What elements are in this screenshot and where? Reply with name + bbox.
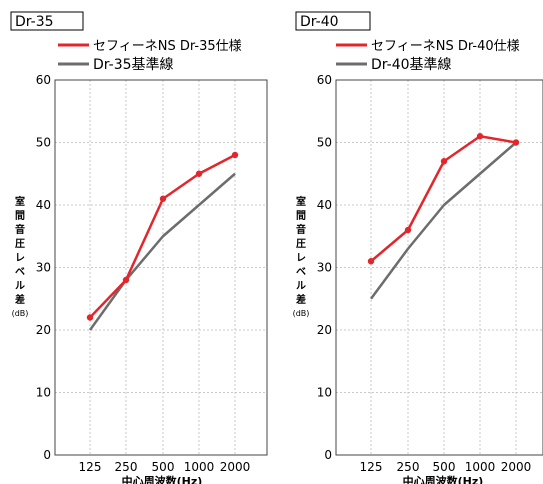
data-point <box>86 314 94 321</box>
legend-label: セフィーネNS Dr-35仕様 <box>93 39 242 54</box>
grid <box>336 79 543 455</box>
x-tick-label: 2000 <box>220 460 251 474</box>
y-tick-label: 0 <box>43 448 51 462</box>
x-tick-label: 250 <box>397 460 420 474</box>
x-axis-label: 中心周波数(Hz) <box>122 474 203 484</box>
plot-frame <box>54 79 268 456</box>
x-axis-label: 中心周波数(Hz) <box>403 474 484 484</box>
legend-label: Dr-40基準線 <box>371 56 452 73</box>
chart-title: Dr-40 <box>300 14 339 30</box>
y-tick-label: 10 <box>36 386 51 400</box>
series-line <box>88 172 236 331</box>
series-line <box>369 141 517 300</box>
series-primary <box>367 133 520 265</box>
y-tick-label: 30 <box>317 261 332 275</box>
y-tick-label: 50 <box>317 136 332 150</box>
legend: セフィーネNS Dr-35仕様 Dr-35基準線 <box>58 39 242 73</box>
chart-panel-dr-35: Dr-35 セフィーネNS Dr-35仕様 Dr-35基準線 0 10 20 30 40 50 6… <box>10 11 268 484</box>
data-point <box>122 276 130 284</box>
x-tick-label: 125 <box>360 460 383 474</box>
plot-frame <box>335 79 543 456</box>
y-axis-label: 室間音圧レベル差(dB) <box>12 195 29 318</box>
legend-label: Dr-35基準線 <box>93 56 174 73</box>
series-line <box>370 135 517 263</box>
x-tick-label: 1000 <box>184 460 215 474</box>
x-tick-label: 250 <box>115 460 138 474</box>
y-tick-label: 40 <box>36 198 51 212</box>
y-axis-label: 室間音圧レベル差(dB) <box>293 195 310 318</box>
grid <box>55 79 267 455</box>
x-tick-label: 500 <box>152 460 175 474</box>
x-tick-label: 2000 <box>501 460 532 474</box>
data-point <box>231 151 239 159</box>
chart-title-box <box>295 11 371 31</box>
x-tick-label: 500 <box>433 460 456 474</box>
y-tick-label: 30 <box>36 261 51 275</box>
y-tick-label: 20 <box>36 323 51 337</box>
y-tick-label: 10 <box>317 386 332 400</box>
series-reference <box>88 172 236 331</box>
y-tick-label: 60 <box>36 73 51 87</box>
y-tick-label: 0 <box>324 448 332 462</box>
chart-title: Dr-35 <box>15 14 54 30</box>
chart-panel-dr-40: Dr-40 セフィーネNS Dr-40仕様 Dr-40基準線 0 10 20 30 40 50 6… <box>293 11 543 484</box>
data-point <box>367 258 375 265</box>
y-tick-label: 50 <box>36 136 51 150</box>
series-reference <box>369 141 517 300</box>
series-primary <box>86 151 239 321</box>
data-point <box>476 133 484 140</box>
legend-label: セフィーネNS Dr-40仕様 <box>371 39 520 54</box>
y-tick-label: 40 <box>317 198 332 212</box>
data-point <box>195 170 203 177</box>
data-point <box>404 226 412 234</box>
y-tick-label: 60 <box>317 73 332 87</box>
data-point <box>512 139 520 146</box>
y-tick-label: 20 <box>317 323 332 337</box>
data-point <box>159 195 167 202</box>
x-tick-label: 1000 <box>465 460 496 474</box>
x-tick-label: 125 <box>79 460 102 474</box>
legend: セフィーネNS Dr-40仕様 Dr-40基準線 <box>336 39 520 73</box>
data-point <box>440 158 448 165</box>
chart-title-box <box>10 11 84 31</box>
